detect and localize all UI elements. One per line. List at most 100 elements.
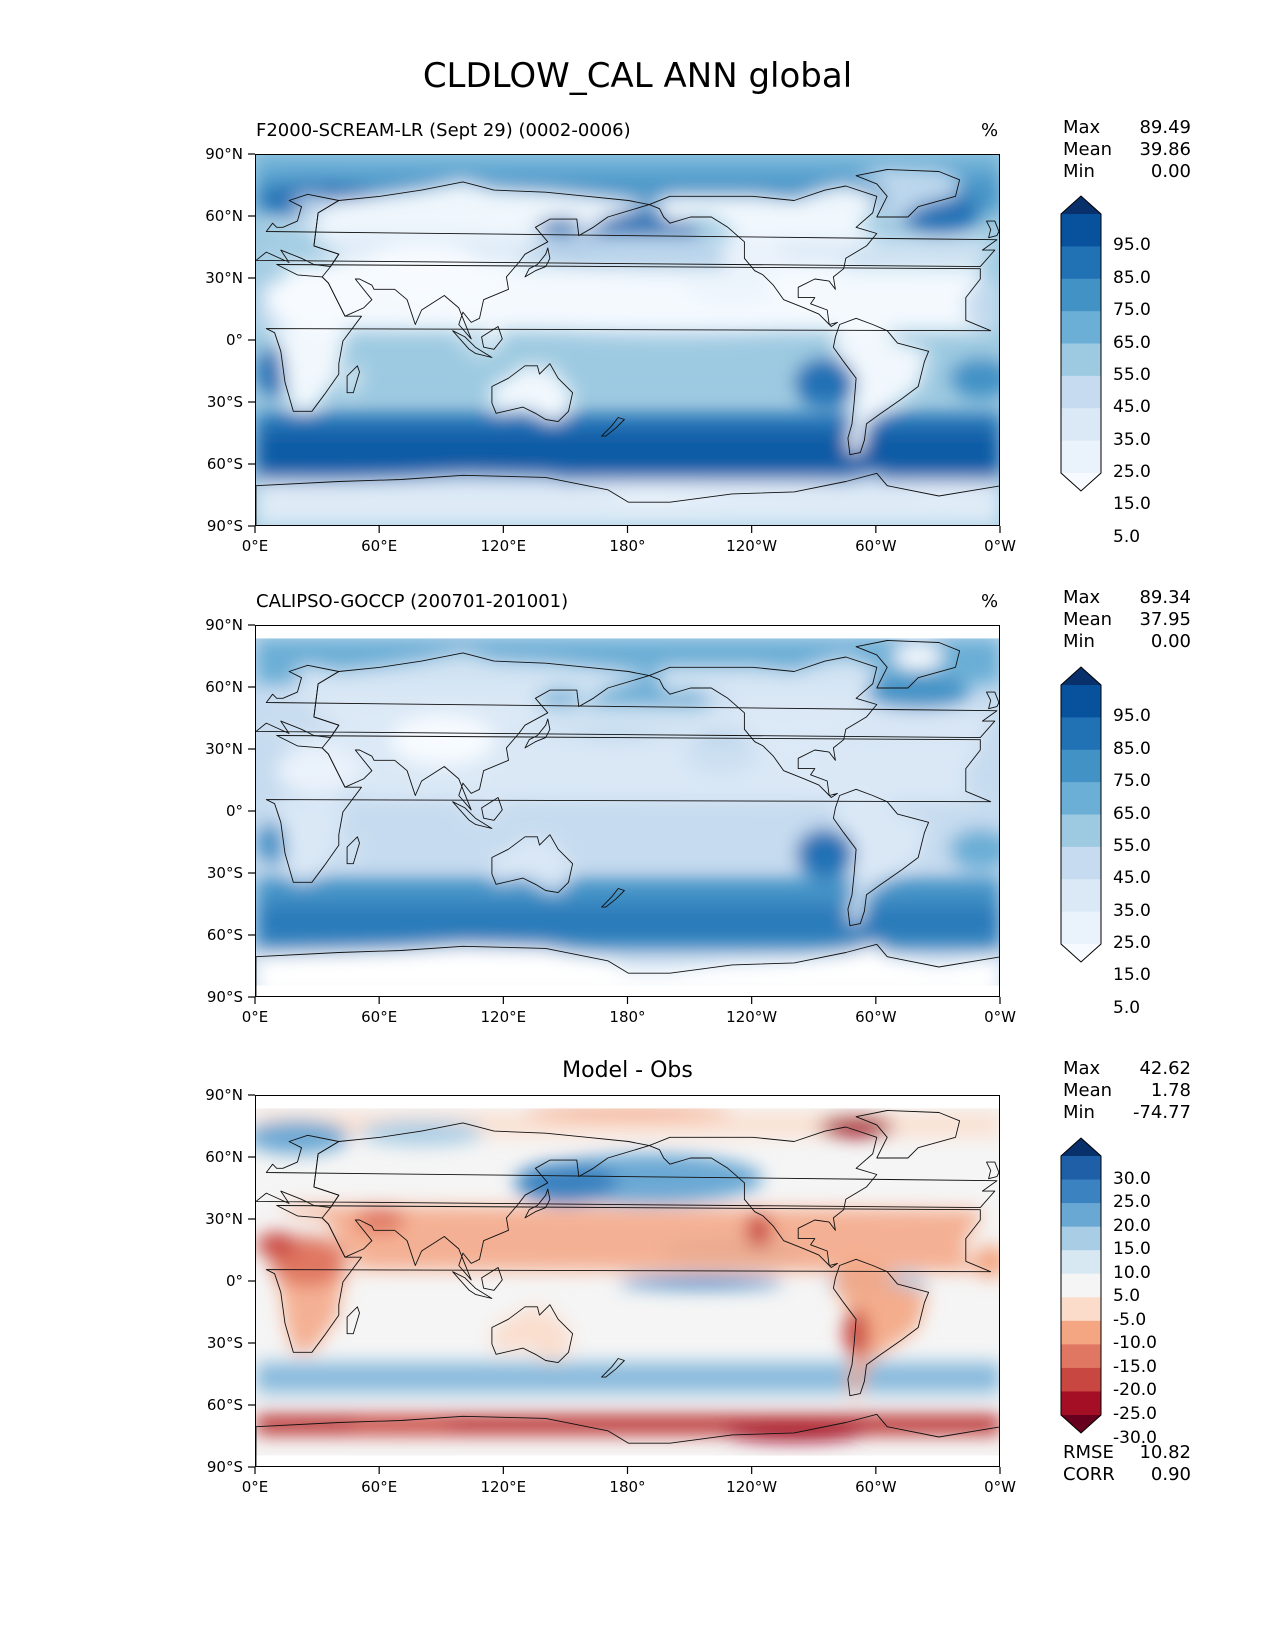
- coastline-antarctica: [256, 943, 999, 996]
- field-region: [843, 1308, 869, 1359]
- coastline-namerica: [648, 656, 878, 798]
- coastline-australia: [491, 834, 574, 894]
- stat-label: Max: [1063, 1058, 1101, 1079]
- coastline-uk: [986, 220, 999, 239]
- stat-label: Mean: [1063, 139, 1113, 160]
- stat-row-max: Max 42.62: [1063, 1058, 1191, 1080]
- lat-tick-label: 60°S: [207, 1396, 243, 1414]
- field-region: [893, 644, 944, 670]
- colorbar-tick-label: 75.0: [1113, 771, 1151, 792]
- coastline-greenland: [855, 169, 961, 218]
- lon-tick-label: 0°W: [984, 537, 1016, 555]
- colorbar-segment: [1061, 1273, 1101, 1298]
- no-data-band: [256, 1455, 999, 1466]
- colorbar-segment: [1061, 1226, 1101, 1251]
- land-australia: [491, 363, 573, 422]
- colorbar-segment: [1061, 1297, 1101, 1322]
- colorbar-tick-label: 20.0: [1113, 1215, 1151, 1236]
- colorbar-segment: [1061, 749, 1101, 783]
- colorbar-extend-min: [1061, 944, 1101, 962]
- coastline-seasia: [452, 1271, 493, 1299]
- lat-tick-label: 60°N: [205, 1148, 243, 1166]
- panel-title: Model - Obs: [562, 1058, 693, 1083]
- lon-tick-label: 60°W: [855, 1478, 897, 1496]
- lat-tick-label: 60°N: [205, 207, 243, 225]
- lat-tick-label: 90°S: [207, 517, 243, 535]
- lat-tick-label: 0°: [226, 1272, 243, 1290]
- colorbar-segment: [1061, 246, 1101, 280]
- field-band: [256, 905, 999, 941]
- colorbar-outline: [1060, 195, 1102, 492]
- coastline-namerica: [648, 1126, 878, 1268]
- colorbar-segment: [1061, 408, 1101, 442]
- colorbar-segment: [1061, 278, 1101, 312]
- lon-tick-label: 120°E: [481, 1478, 527, 1496]
- stat-value: 0.00: [1150, 161, 1191, 182]
- coastline-asia: [313, 181, 650, 340]
- field-region: [796, 828, 855, 879]
- stat-row-min: Min 0.00: [1063, 631, 1191, 653]
- map-model: [255, 154, 1000, 526]
- lat-tick-label: 90°S: [207, 1458, 243, 1476]
- lat-tick-label: 60°S: [207, 926, 243, 944]
- stat-label: Min: [1063, 161, 1095, 182]
- lat-tick-label: 30°S: [207, 864, 243, 882]
- stat-value: 10.82: [1139, 1442, 1191, 1463]
- stat-row-min: Min 0.00: [1063, 161, 1191, 183]
- lat-tick-label: 30°S: [207, 393, 243, 411]
- stat-value: 89.49: [1139, 117, 1191, 138]
- stat-label: Mean: [1063, 609, 1113, 630]
- coastline-seasia: [452, 801, 493, 829]
- coastline-madagascar: [346, 365, 360, 394]
- colorbar-segment: [1061, 1250, 1101, 1275]
- colorbar-svg: [1060, 666, 1102, 963]
- map-diff: [255, 1095, 1000, 1467]
- colorbar-extend-min: [1061, 1415, 1101, 1433]
- stat-value: 1.78: [1150, 1080, 1191, 1101]
- colorbar-tick-label: 45.0: [1113, 397, 1151, 418]
- land-africa: [266, 1205, 991, 1353]
- colorbar-tick-label: -5.0: [1113, 1309, 1147, 1330]
- colorbar-extend-max: [1061, 1138, 1101, 1156]
- lat-tick-label: 90°N: [205, 1086, 243, 1104]
- field-band: [256, 434, 999, 470]
- coastline-uk: [986, 691, 999, 710]
- stats-box: Max 89.34 Mean 37.95 Min 0.00: [1063, 587, 1191, 653]
- lon-tick-label: 120°E: [481, 1008, 527, 1026]
- colorbar-tick-label: 55.0: [1113, 364, 1151, 385]
- rmse-corr-box: RMSE 10.82 CORR 0.90: [1063, 1442, 1191, 1486]
- coastline-asia: [313, 652, 650, 811]
- field-region: [866, 675, 970, 709]
- land-australia: [491, 834, 573, 893]
- units-label: %: [981, 591, 999, 612]
- coastline-borneo: [481, 326, 503, 350]
- lon-tick-label: 120°W: [726, 1008, 777, 1026]
- field-region: [256, 1232, 298, 1258]
- lat-tick-label: 30°N: [205, 269, 243, 287]
- field-region: [949, 357, 999, 399]
- stat-label: Min: [1063, 1102, 1095, 1123]
- colorbar-segment: [1061, 846, 1101, 880]
- colorbar-segment: [1061, 343, 1101, 377]
- stat-row-rmse: RMSE 10.82: [1063, 1442, 1191, 1464]
- field-region: [355, 1207, 405, 1233]
- colorbar-tick-label: 25.0: [1113, 462, 1151, 482]
- colorbar-tick-label: 15.0: [1113, 494, 1151, 515]
- stat-label: RMSE: [1063, 1442, 1114, 1463]
- map-obs: [255, 625, 1000, 997]
- stat-row-mean: Mean 39.86: [1063, 139, 1191, 161]
- colorbar-tick-label: 85.0: [1113, 738, 1151, 759]
- field-region: [276, 745, 360, 796]
- lat-tick-label: 60°S: [207, 455, 243, 473]
- lon-tick-label: 180°: [609, 537, 645, 555]
- stat-row-mean: Mean 37.95: [1063, 609, 1191, 631]
- colorbar-outline: [1060, 666, 1102, 963]
- colorbar-segment: [1061, 1203, 1101, 1228]
- field-region: [256, 822, 290, 864]
- lon-tick-label: 120°E: [481, 537, 527, 555]
- land-borneo: [481, 326, 503, 350]
- coastline-madagascar: [346, 836, 360, 865]
- stats-box: Max 89.49 Mean 39.86 Min 0.00: [1063, 117, 1191, 183]
- field-region: [818, 1116, 894, 1138]
- coastline-samerica: [832, 1258, 930, 1397]
